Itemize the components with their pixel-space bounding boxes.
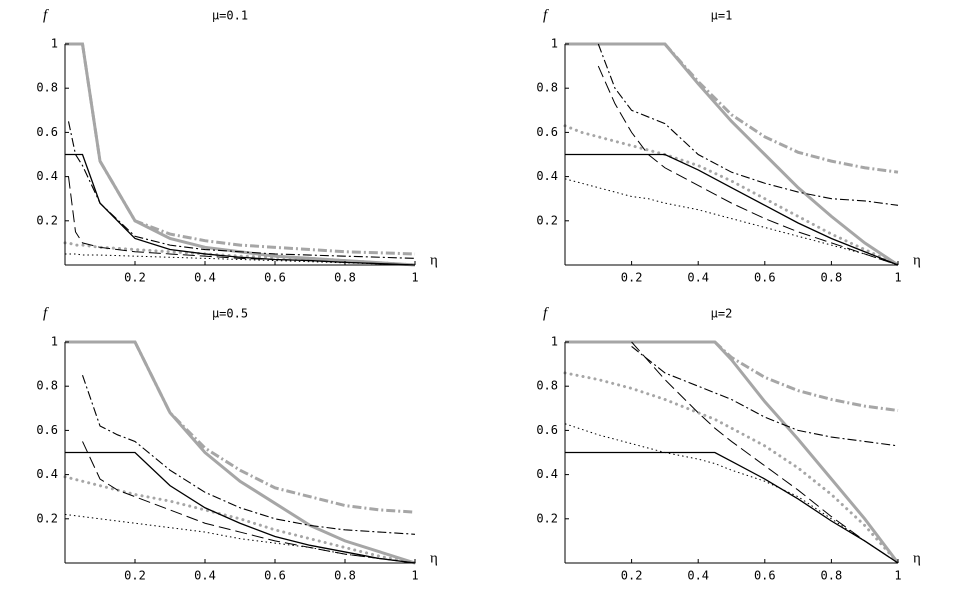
x-axis-label: η xyxy=(913,550,921,566)
series-line xyxy=(563,124,900,267)
series-line xyxy=(82,441,416,564)
y-tick-label: 0.2 xyxy=(536,511,558,525)
x-tick-label: 0.2 xyxy=(124,271,146,285)
series-line xyxy=(133,341,416,514)
y-axis-label: f xyxy=(43,305,49,321)
y-tick-label: 0.4 xyxy=(536,169,558,183)
x-axis-label: η xyxy=(913,252,921,268)
y-tick-label: 1 xyxy=(51,37,58,51)
y-tick-label: 0.2 xyxy=(536,213,558,227)
y-tick-label: 0.6 xyxy=(536,423,558,437)
y-tick-label: 1 xyxy=(551,335,558,349)
series-line xyxy=(565,451,899,564)
y-axis-label: f xyxy=(43,7,49,23)
x-axis-label: η xyxy=(430,252,438,268)
y-axis-label: f xyxy=(543,305,549,321)
x-tick-label: 0.8 xyxy=(821,271,843,285)
y-tick-label: 0.4 xyxy=(536,467,558,481)
x-tick-label: 0.2 xyxy=(124,569,146,583)
series-line xyxy=(65,253,416,266)
y-tick-label: 0.2 xyxy=(36,213,58,227)
series-line xyxy=(65,340,416,565)
series-line xyxy=(65,153,416,266)
y-tick-label: 1 xyxy=(51,335,58,349)
x-tick-label: 0.2 xyxy=(621,569,643,583)
x-tick-label: 0.8 xyxy=(821,569,843,583)
y-tick-label: 0.6 xyxy=(36,125,58,139)
series-line xyxy=(663,43,899,174)
x-tick-label: 0.6 xyxy=(754,271,776,285)
x-tick-label: 0.4 xyxy=(687,271,709,285)
x-tick-label: 1 xyxy=(894,271,901,285)
y-tick-label: 0.8 xyxy=(36,379,58,393)
series-line xyxy=(63,475,417,565)
chart-title: μ=0.1 xyxy=(212,9,248,23)
x-tick-label: 1 xyxy=(894,569,901,583)
x-tick-label: 0.4 xyxy=(194,271,216,285)
series-line xyxy=(81,374,416,535)
y-tick-label: 0.4 xyxy=(36,467,58,481)
x-tick-label: 1 xyxy=(411,569,418,583)
series-line xyxy=(597,65,899,266)
series-line xyxy=(81,43,416,256)
y-tick-label: 0.2 xyxy=(36,511,58,525)
chart-title: μ=1 xyxy=(711,9,733,23)
x-tick-label: 0.4 xyxy=(687,569,709,583)
y-tick-label: 1 xyxy=(551,37,558,51)
x-tick-label: 0.8 xyxy=(334,569,356,583)
x-tick-label: 0.6 xyxy=(264,271,286,285)
x-axis-label: η xyxy=(430,550,438,566)
series-line xyxy=(713,340,899,412)
series-line xyxy=(563,371,900,565)
x-tick-label: 0.2 xyxy=(621,271,643,285)
x-tick-label: 0.6 xyxy=(754,569,776,583)
chart-title: μ=2 xyxy=(711,307,733,321)
series-line xyxy=(597,43,899,206)
x-tick-label: 0.4 xyxy=(194,569,216,583)
y-tick-label: 0.6 xyxy=(536,125,558,139)
series-line xyxy=(65,42,416,267)
y-tick-label: 0.8 xyxy=(36,81,58,95)
series-line xyxy=(631,345,899,447)
x-tick-label: 1 xyxy=(411,271,418,285)
series-line xyxy=(65,451,416,564)
chart-title: μ=0.5 xyxy=(212,307,248,321)
series-line xyxy=(564,423,899,564)
y-axis-label: f xyxy=(543,7,549,23)
y-tick-label: 0.8 xyxy=(536,379,558,393)
y-tick-label: 0.8 xyxy=(536,81,558,95)
x-tick-label: 0.6 xyxy=(264,569,286,583)
x-tick-label: 0.8 xyxy=(334,271,356,285)
series-line xyxy=(564,178,899,266)
y-tick-label: 0.4 xyxy=(36,169,58,183)
y-tick-label: 0.6 xyxy=(36,423,58,437)
series-line xyxy=(63,241,417,267)
series-line xyxy=(67,121,416,259)
series-line xyxy=(565,153,899,266)
series-line xyxy=(631,341,899,564)
